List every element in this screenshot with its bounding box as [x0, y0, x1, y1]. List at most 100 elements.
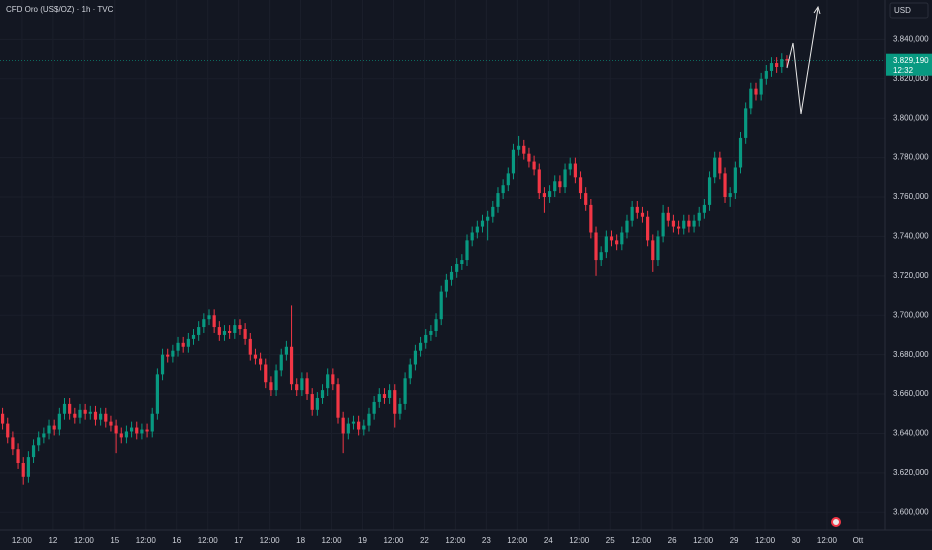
candle-body [176, 342, 180, 351]
projection-arrowhead [813, 5, 821, 15]
candle-body [78, 409, 82, 418]
candle-body [73, 413, 77, 418]
candle-body [300, 378, 304, 391]
candle-body [418, 342, 423, 351]
candle-body [455, 264, 459, 272]
candle-body [362, 425, 366, 430]
candle-body [671, 220, 676, 227]
candle-body [341, 417, 345, 434]
candle-body [346, 423, 350, 434]
candle-body [511, 149, 516, 174]
candle-body [320, 390, 325, 398]
x-tick-label: 23 [482, 536, 491, 545]
x-tick-label: 25 [606, 536, 615, 545]
candle-body [506, 173, 510, 186]
x-tick-label: 19 [358, 536, 367, 545]
x-tick-label: 12:00 [12, 536, 33, 545]
candle-body [11, 437, 15, 450]
candle-body [480, 220, 485, 227]
candle-body [609, 236, 614, 241]
candle-body [191, 334, 196, 339]
candle-body [403, 378, 407, 404]
candle-body [542, 193, 547, 198]
y-tick-label: 3.600,000 [893, 507, 929, 516]
candle-body [47, 425, 51, 434]
candle-body [145, 429, 149, 432]
candle-body [155, 374, 159, 414]
candle-body [0, 413, 5, 424]
candle-body [573, 163, 577, 178]
x-tick-label: 15 [110, 536, 119, 545]
candle-body [718, 157, 722, 174]
candle-body [109, 421, 113, 426]
candle-body [578, 177, 583, 194]
events-icon-inner [833, 519, 839, 525]
candle-body [248, 338, 252, 355]
x-tick-label: 12:00 [198, 536, 219, 545]
candle-body [635, 206, 639, 213]
y-tick-label: 3.700,000 [893, 310, 929, 319]
x-tick-label: 12:00 [74, 536, 95, 545]
candle-body [491, 206, 495, 217]
currency-box[interactable] [889, 2, 929, 19]
candle-body [775, 63, 779, 67]
candle-body [382, 394, 387, 398]
candle-body [37, 437, 41, 446]
y-tick-label: 3.720,000 [893, 271, 929, 280]
candle-body [496, 193, 500, 207]
candle-body [702, 204, 706, 213]
candle-body [630, 206, 634, 221]
candle-body [119, 433, 123, 438]
candle-body [408, 364, 412, 379]
candle-body [754, 88, 758, 95]
x-tick-label: 12:00 [755, 536, 776, 545]
candle-body [171, 350, 175, 357]
candle-body [558, 181, 562, 188]
x-tick-label: 12 [48, 536, 57, 545]
candle-body [682, 220, 686, 229]
candle-body [336, 384, 340, 418]
axes: 3.600,000 3.620,000 3.640,000 3.660,000 3.68… [12, 35, 932, 545]
candle-body [124, 431, 129, 438]
candle-body [460, 260, 464, 265]
x-tick-label: 18 [296, 536, 305, 545]
candle-body [517, 145, 521, 150]
y-tick-label: 3.640,000 [893, 429, 929, 438]
candle-body [264, 364, 268, 383]
candle-body [186, 338, 190, 347]
x-tick-label: 30 [792, 536, 801, 545]
candle-body [305, 378, 309, 395]
candle-body [295, 384, 299, 391]
candle-body [93, 411, 98, 420]
candle-body [749, 88, 753, 109]
candle-body [733, 167, 737, 194]
candle-body [744, 108, 748, 138]
candle-body [135, 427, 139, 434]
candles [0, 53, 885, 485]
x-tick-label: 22 [420, 536, 429, 545]
candle-body [222, 331, 227, 335]
candle-body [326, 374, 330, 389]
candle-body [284, 346, 288, 355]
candle-body [274, 370, 278, 391]
candle-body [780, 59, 784, 67]
candle-body [769, 63, 774, 71]
candle-body [52, 425, 56, 430]
candle-body [563, 169, 567, 188]
candle-body [692, 220, 696, 227]
candle-body [31, 445, 36, 458]
currency[interactable]: USD [894, 6, 911, 15]
candle-body [26, 457, 30, 477]
candle-body [253, 354, 258, 359]
candle-body [486, 216, 490, 221]
candle-body [6, 423, 10, 438]
x-tick-label: 12:00 [445, 536, 466, 545]
chart-title: CFD Oro (US$/OZ) · 1h · TVC [6, 5, 114, 14]
x-tick-label: 12:00 [136, 536, 157, 545]
y-tick-label: 3.680,000 [893, 350, 929, 359]
candle-body [723, 173, 727, 198]
candle-body [258, 358, 263, 365]
